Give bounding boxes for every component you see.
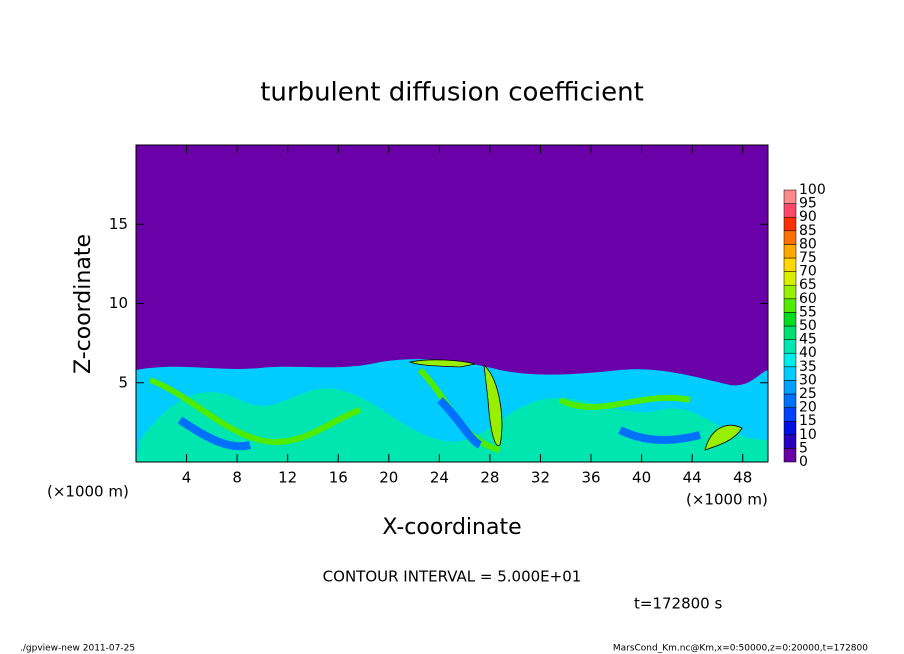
colorbar-box (783, 380, 797, 395)
colorbar-box (783, 434, 797, 449)
colorbar-box (783, 393, 797, 408)
colorbar-label: 80 (799, 236, 817, 252)
colorbar-label: 15 (799, 413, 817, 429)
colorbar-label: 65 (799, 277, 817, 293)
x-unit-label: (×1000 m) (47, 483, 129, 501)
y-tick-label: 15 (109, 215, 128, 233)
colorbar-label: 55 (799, 304, 817, 320)
colorbar-label: 90 (799, 209, 817, 225)
colorbar-box (783, 216, 797, 232)
contour-interval: CONTOUR INTERVAL = 5.000E+01 (323, 568, 582, 586)
x-tick-label: 44 (683, 469, 702, 487)
x-tick-label: 8 (232, 469, 242, 487)
chart-title: turbulent diffusion coefficient (260, 78, 644, 108)
turbulent-layer (136, 359, 768, 462)
colorbar-box (783, 298, 797, 313)
colorbar-label: 0 (799, 454, 808, 470)
y-tick-label: 5 (118, 373, 128, 391)
colorbar-label: 85 (799, 223, 817, 239)
x-tick-label: 32 (531, 469, 550, 487)
x-tick-label: 20 (379, 469, 398, 487)
colorbar-box (783, 244, 797, 259)
colorbar-label: 50 (799, 318, 817, 334)
x-tick-label: 36 (581, 469, 600, 487)
x-tick-label: 24 (430, 469, 449, 487)
colorbar-box (783, 271, 797, 286)
footer-left: ./gpview-new 2011-07-25 (20, 644, 135, 654)
y-tick-label: 10 (109, 294, 128, 312)
x-tick-label: 16 (329, 469, 348, 487)
colorbar-box (783, 352, 797, 368)
colorbar-box (783, 230, 797, 245)
colorbar-box (783, 325, 797, 340)
x-tick-label: 4 (182, 469, 192, 487)
colorbar-label: 30 (799, 372, 817, 388)
colorbar-box (783, 407, 797, 422)
colorbar-box (783, 284, 797, 300)
x-tick-label: 48 (733, 469, 752, 487)
colorbar-box (783, 448, 797, 463)
colorbar-label: 75 (799, 250, 817, 266)
colorbar-label: 25 (799, 386, 817, 402)
colorbar-label: 70 (799, 264, 817, 280)
x-axis-label: X-coordinate (382, 515, 521, 540)
x-unit-label-right: (×1000 m) (686, 491, 768, 509)
colorbar-label: 45 (799, 332, 817, 348)
colorbar-label: 100 (799, 182, 826, 198)
colorbar-box (783, 312, 797, 327)
x-tick-label: 28 (480, 469, 499, 487)
x-tick-label: 40 (632, 469, 651, 487)
colorbar-label: 20 (799, 400, 817, 416)
x-tick-label: 12 (278, 469, 297, 487)
colorbar-box (783, 339, 797, 354)
colorbar-label: 40 (799, 345, 817, 361)
colorbar-label: 35 (799, 359, 817, 375)
colorbar-label: 60 (799, 291, 817, 307)
colorbar-box (783, 420, 797, 436)
colorbar-label: 95 (799, 196, 817, 212)
colorbar-box (783, 366, 797, 381)
colorbar-box (783, 189, 797, 204)
colorbar-box (783, 203, 797, 218)
y-axis-label: Z-coordinate (71, 234, 96, 374)
colorbar-label: 5 (799, 440, 808, 456)
time-label: t=172800 s (634, 595, 722, 613)
colorbar-label: 10 (799, 427, 817, 443)
colorbar-box (783, 257, 797, 272)
footer-right: MarsCond_Km.nc@Km,x=0:50000,z=0:20000,t=… (613, 644, 868, 654)
